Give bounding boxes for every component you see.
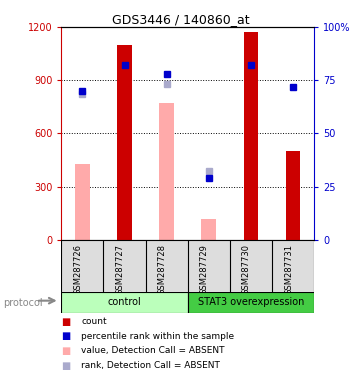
Text: ■: ■: [61, 361, 71, 371]
Text: protocol: protocol: [4, 298, 43, 308]
Bar: [188, 292, 314, 313]
Bar: [75, 164, 90, 240]
Text: GDS3446 / 140860_at: GDS3446 / 140860_at: [112, 13, 249, 26]
Text: control: control: [108, 297, 142, 308]
Text: GSM287731: GSM287731: [284, 244, 293, 295]
Bar: [61, 292, 188, 313]
Text: ■: ■: [61, 317, 71, 327]
Text: STAT3 overexpression: STAT3 overexpression: [198, 297, 304, 308]
Bar: [201, 219, 216, 240]
Text: GSM287728: GSM287728: [158, 244, 167, 295]
Text: percentile rank within the sample: percentile rank within the sample: [81, 332, 234, 341]
Text: count: count: [81, 317, 107, 326]
Text: GSM287727: GSM287727: [116, 244, 125, 295]
Bar: [117, 45, 132, 240]
Text: GSM287729: GSM287729: [200, 244, 209, 295]
Bar: [244, 32, 258, 240]
Bar: [286, 151, 300, 240]
Bar: [159, 103, 174, 240]
Text: rank, Detection Call = ABSENT: rank, Detection Call = ABSENT: [81, 361, 220, 370]
Text: ■: ■: [61, 331, 71, 341]
Text: GSM287726: GSM287726: [73, 244, 82, 295]
Text: ■: ■: [61, 346, 71, 356]
Text: value, Detection Call = ABSENT: value, Detection Call = ABSENT: [81, 346, 225, 356]
Text: GSM287730: GSM287730: [242, 244, 251, 295]
